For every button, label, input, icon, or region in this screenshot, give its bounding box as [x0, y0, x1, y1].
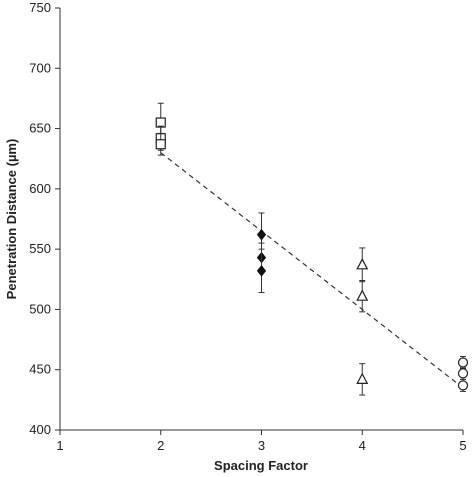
x-axis-title: Spacing Factor: [214, 458, 308, 473]
data-point-circle-open: [457, 357, 469, 368]
data-point-triangle-open: [356, 289, 369, 301]
data-point-diamond-filled: [256, 265, 267, 277]
y-tick-label: 450: [29, 362, 51, 377]
y-tick-label: 550: [29, 241, 51, 256]
data-point-triangle-open: [356, 372, 369, 384]
data-points-group: [155, 102, 469, 396]
x-tick-label: 5: [459, 438, 466, 453]
y-tick-label: 400: [29, 422, 51, 437]
data-point-diamond-filled: [256, 228, 267, 241]
data-point-triangle-open: [356, 258, 369, 270]
data-point-circle-open: [457, 380, 469, 391]
x-tick-label: 1: [56, 438, 63, 453]
y-tick-label: 750: [29, 0, 51, 15]
data-point-square-open: [155, 139, 166, 150]
y-tick-label: 500: [29, 301, 51, 316]
y-axis-title: Penetration Distance (µm): [4, 139, 19, 300]
y-tick-label: 700: [29, 60, 51, 75]
y-tick-label: 650: [29, 121, 51, 136]
x-tick-label: 4: [359, 438, 366, 453]
data-point-circle-open: [457, 368, 469, 379]
trendline: [160, 152, 464, 389]
x-tick-label: 2: [157, 438, 164, 453]
x-axis-ticks: 1 2 3 4 5: [56, 430, 467, 453]
y-axis-ticks: 400 450 500 550 600 650 700 750: [29, 0, 60, 437]
x-tick-label: 3: [258, 438, 265, 453]
y-tick-label: 600: [29, 181, 51, 196]
trendline-group: [160, 152, 464, 389]
